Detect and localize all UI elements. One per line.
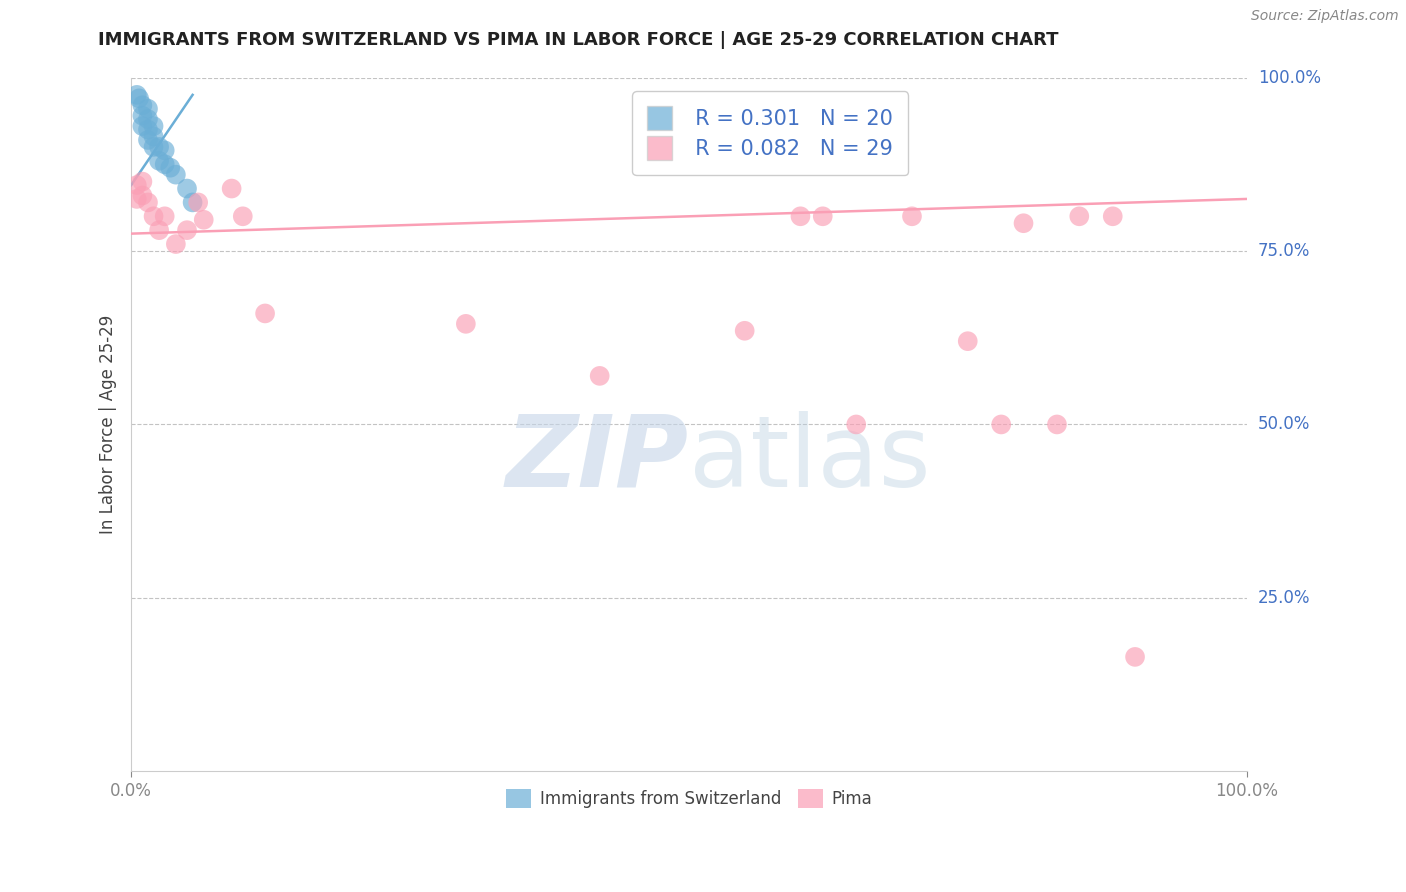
Legend: Immigrants from Switzerland, Pima: Immigrants from Switzerland, Pima <box>499 782 879 815</box>
Point <box>128 91 150 105</box>
Point <box>131 98 153 112</box>
Point <box>142 119 165 133</box>
Point <box>193 212 215 227</box>
Point <box>125 178 148 192</box>
Point <box>131 175 153 189</box>
Point <box>454 317 477 331</box>
Point <box>176 223 198 237</box>
Point <box>1069 209 1091 223</box>
Point <box>136 122 159 136</box>
Point <box>142 209 165 223</box>
Point <box>901 209 924 223</box>
Point <box>254 306 277 320</box>
Point <box>131 119 153 133</box>
Point <box>148 223 170 237</box>
Text: Source: ZipAtlas.com: Source: ZipAtlas.com <box>1251 9 1399 23</box>
Point <box>136 195 159 210</box>
Point <box>221 181 243 195</box>
Point <box>1046 417 1069 432</box>
Point <box>125 192 148 206</box>
Point <box>956 334 979 348</box>
Text: atlas: atlas <box>689 410 931 508</box>
Point <box>125 87 148 102</box>
Text: 75.0%: 75.0% <box>1258 242 1310 260</box>
Point <box>148 153 170 168</box>
Point <box>1123 649 1146 664</box>
Point <box>181 195 204 210</box>
Point <box>789 209 811 223</box>
Point <box>148 140 170 154</box>
Point <box>153 157 176 171</box>
Point <box>153 144 176 158</box>
Point <box>136 102 159 116</box>
Point <box>142 140 165 154</box>
Point <box>811 209 834 223</box>
Point <box>734 324 756 338</box>
Text: IMMIGRANTS FROM SWITZERLAND VS PIMA IN LABOR FORCE | AGE 25-29 CORRELATION CHART: IMMIGRANTS FROM SWITZERLAND VS PIMA IN L… <box>98 31 1059 49</box>
Point <box>1101 209 1123 223</box>
Y-axis label: In Labor Force | Age 25-29: In Labor Force | Age 25-29 <box>100 315 117 534</box>
Point <box>1012 216 1035 230</box>
Point <box>232 209 254 223</box>
Text: ZIP: ZIP <box>506 410 689 508</box>
Point <box>845 417 868 432</box>
Point <box>176 181 198 195</box>
Point <box>187 195 209 210</box>
Text: 25.0%: 25.0% <box>1258 589 1310 607</box>
Point <box>131 109 153 123</box>
Point <box>136 112 159 127</box>
Point <box>136 133 159 147</box>
Point <box>142 129 165 144</box>
Point <box>990 417 1012 432</box>
Point <box>131 188 153 202</box>
Point <box>165 168 187 182</box>
Point <box>159 161 181 175</box>
Point <box>153 209 176 223</box>
Point <box>589 368 612 383</box>
Text: 50.0%: 50.0% <box>1258 416 1310 434</box>
Point <box>165 237 187 252</box>
Text: 100.0%: 100.0% <box>1258 69 1320 87</box>
